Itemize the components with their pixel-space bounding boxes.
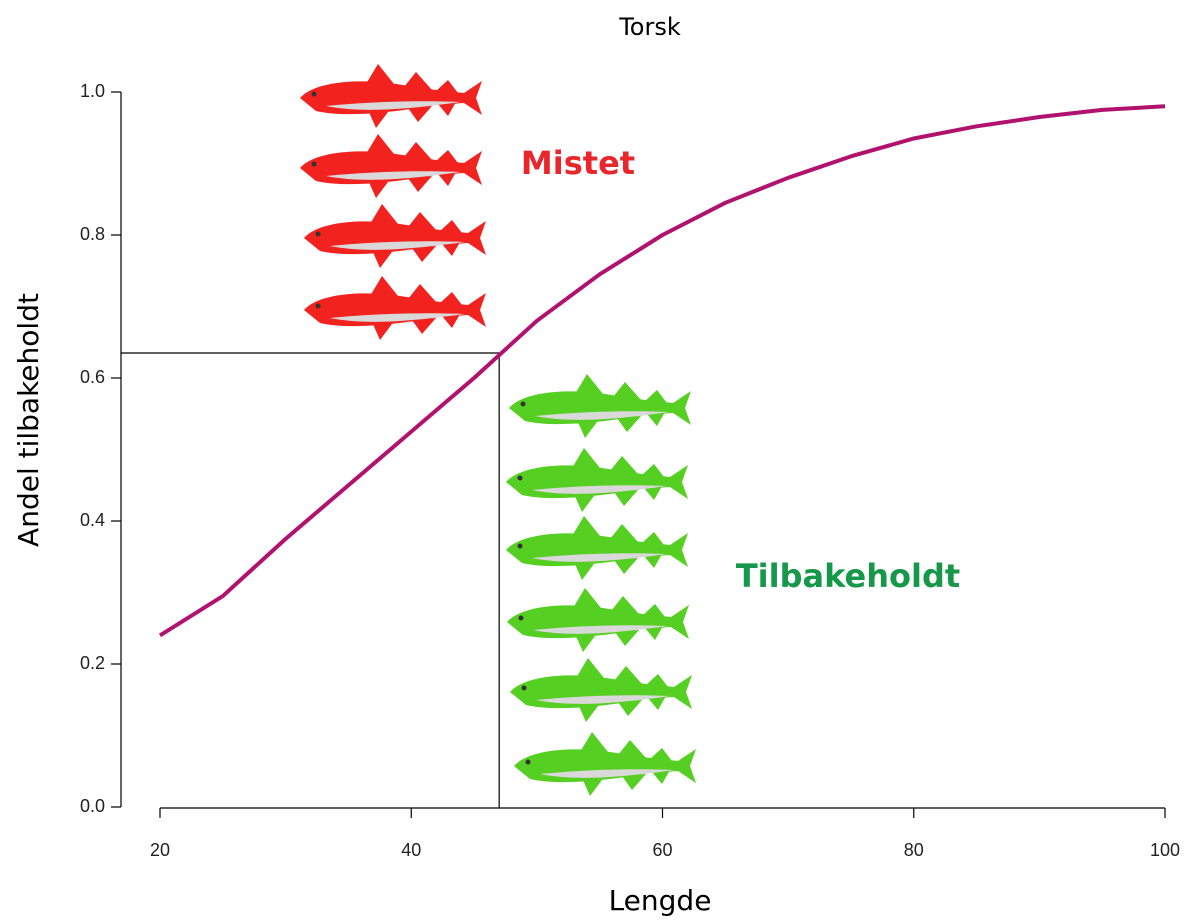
- x-tick-label: 80: [904, 840, 924, 860]
- annotation: Mistet: [521, 144, 635, 182]
- fish-green: [506, 374, 696, 796]
- x-tick-label: 60: [652, 840, 672, 860]
- line-series: [158, 104, 1166, 638]
- y-axis-label: Andel tilbakeholdt: [12, 293, 45, 547]
- annotation: Tilbakeholdt: [736, 557, 960, 595]
- y-tick-label: 0.4: [80, 510, 105, 530]
- y-tick-label: 1.0: [80, 81, 105, 101]
- x-tick-label: 20: [150, 840, 170, 860]
- x-tick-label: 100: [1150, 840, 1180, 860]
- y-tick-label: 0.0: [80, 796, 105, 816]
- x-axis-label: Lengde: [609, 884, 712, 917]
- y-tick-label: 0.6: [80, 367, 105, 387]
- fish-red: [300, 64, 486, 340]
- y-tick-label: 0.8: [80, 224, 105, 244]
- x-tick-label: 40: [401, 840, 421, 860]
- y-tick-label: 0.2: [80, 653, 105, 673]
- chart-title: Torsk: [618, 13, 681, 41]
